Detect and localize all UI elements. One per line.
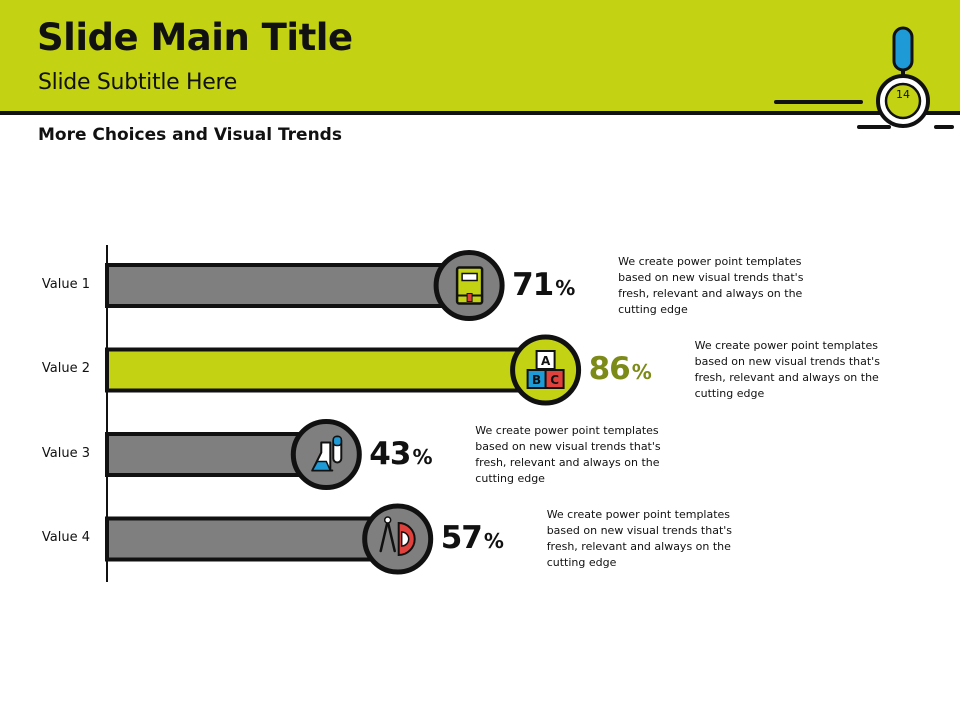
block-b-label: B	[532, 373, 541, 387]
category-label-2: Value 2	[41, 361, 90, 376]
data-label-1: 71%	[512, 267, 575, 306]
block-c-label: C	[550, 373, 559, 387]
category-label-1: Value 1	[41, 276, 90, 292]
book-icon	[455, 266, 484, 305]
data-label-3: 43%	[369, 436, 432, 475]
description-1-line-2: based on new visual trends that's	[618, 270, 804, 284]
data-value-2: 86	[588, 351, 631, 387]
description-4-line-2: based on new visual trends that's	[546, 524, 733, 537]
data-label-2: 86%	[589, 351, 652, 390]
header-band	[0, 0, 960, 111]
description-3-line-2: based on new visual trends that's	[475, 439, 661, 453]
page-title: Slide Main Title	[37, 16, 353, 59]
page-badge	[774, 26, 954, 129]
flask-icon	[311, 435, 343, 472]
description-3: We create power point templates based on …	[475, 423, 675, 487]
data-unit-4: %	[483, 529, 504, 553]
description-2-line-2: based on new visual trends that's	[694, 355, 880, 368]
category-label-3: Value 3	[41, 445, 90, 461]
data-unit-2: %	[631, 360, 652, 384]
description-3-line-3: fresh, relevant and always on the	[475, 455, 660, 469]
description-3-line-4: cutting edge	[475, 471, 545, 485]
block-a-label: A	[541, 354, 551, 368]
description-3-line-1: We create power point templates	[475, 423, 659, 437]
category-label-4: Value 4	[41, 530, 90, 545]
section-title: More Choices and Visual Trends	[38, 125, 342, 145]
bar-4	[105, 516, 400, 562]
description-4-line-3: fresh, relevant and always on the	[546, 540, 731, 553]
data-value-4: 57	[440, 520, 483, 556]
abc-blocks-icon: AB C	[526, 350, 565, 389]
data-unit-3: %	[412, 444, 433, 469]
data-label-4: 57%	[441, 520, 504, 559]
bar-1	[105, 263, 472, 308]
header-rule	[0, 111, 960, 115]
description-4-line-4: cutting edge	[546, 556, 617, 569]
data-value-1: 71	[512, 266, 554, 303]
page-subtitle: Slide Subtitle Here	[38, 70, 238, 95]
description-1: We create power point templates based on …	[618, 254, 818, 318]
compass-ruler-icon	[379, 516, 416, 557]
description-1-line-1: We create power point templates	[618, 254, 802, 268]
description-2-line-3: fresh, relevant and always on the	[694, 371, 879, 384]
description-2-line-4: cutting edge	[694, 387, 765, 400]
bar-2	[105, 347, 548, 393]
description-4: We create power point templates based on …	[547, 507, 747, 571]
data-value-3: 43	[369, 435, 411, 472]
data-unit-1: %	[555, 275, 576, 300]
description-2: We create power point templates based on …	[695, 338, 895, 402]
description-1-line-3: fresh, relevant and always on the	[618, 286, 803, 300]
description-1-line-4: cutting edge	[618, 302, 688, 316]
description-4-line-1: We create power point templates	[546, 508, 731, 521]
description-2-line-1: We create power point templates	[694, 339, 878, 352]
page-number: 14	[896, 88, 910, 101]
